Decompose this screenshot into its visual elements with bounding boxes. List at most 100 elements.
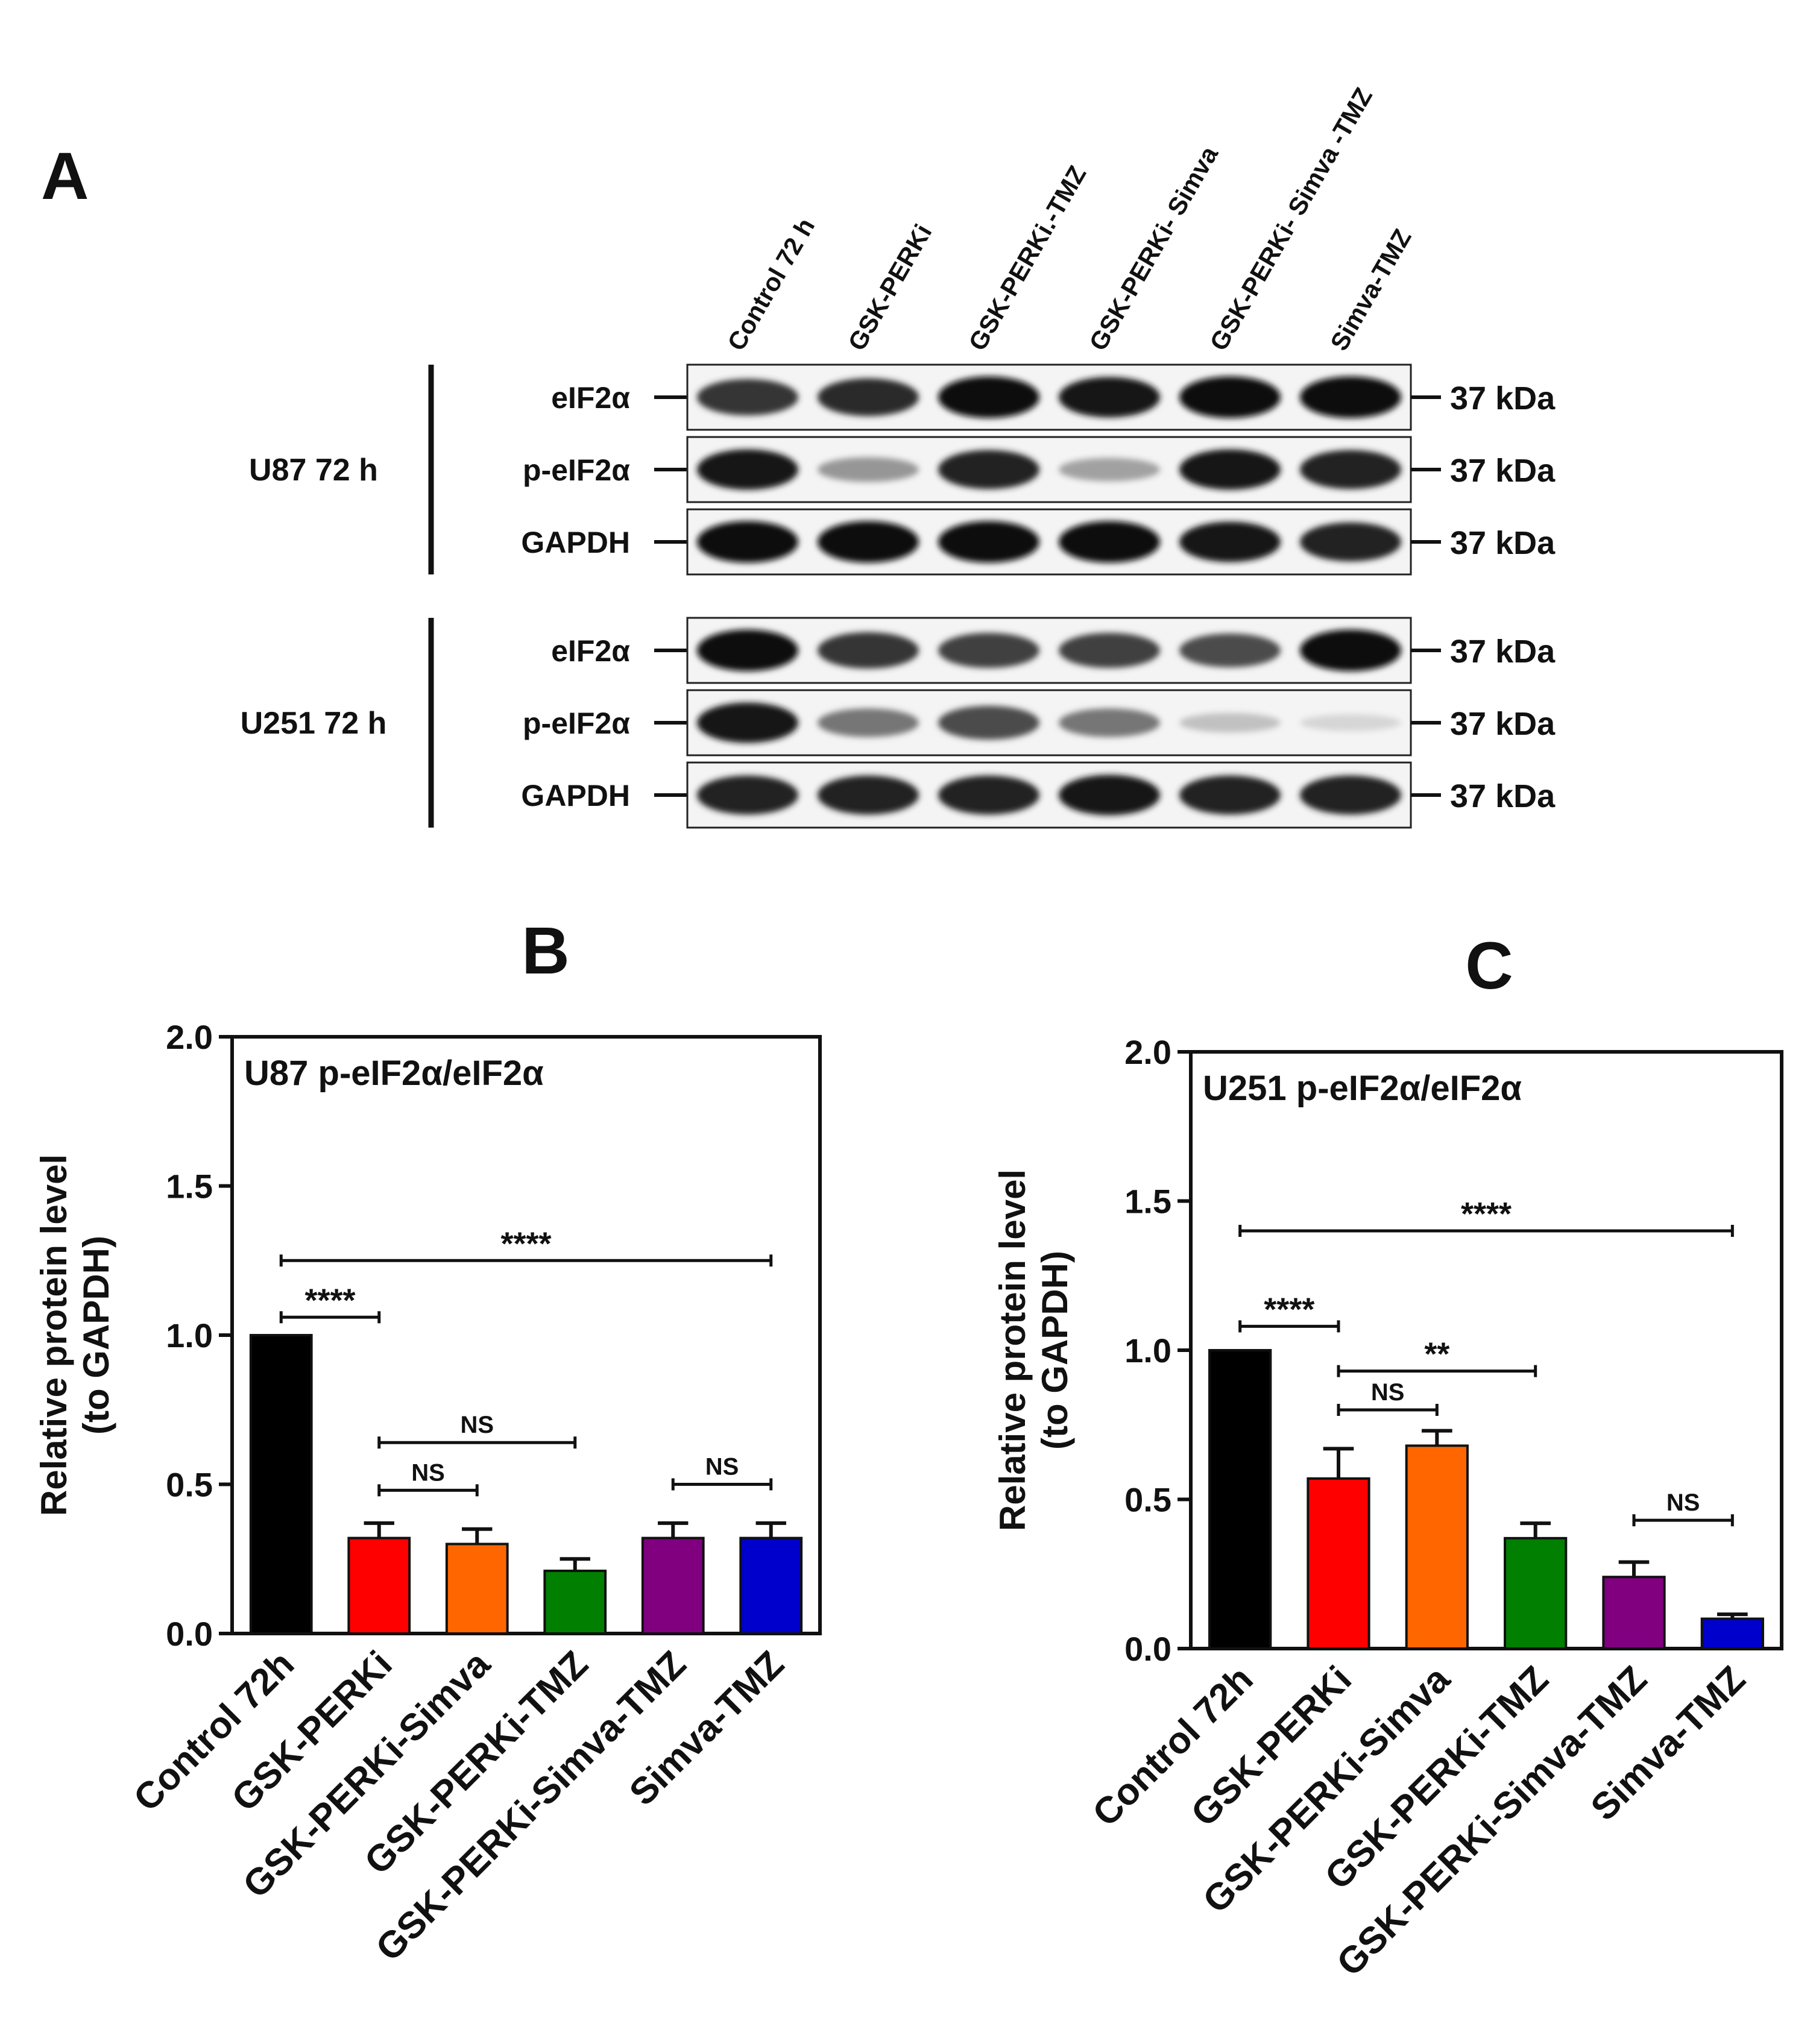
blot-band [1179, 449, 1281, 490]
bar [739, 1536, 803, 1635]
blot-band [1059, 377, 1160, 418]
kda-label: 37 kDa [1450, 453, 1556, 489]
blot-band [938, 632, 1039, 668]
blot-band [1059, 775, 1160, 816]
bar [1405, 1444, 1469, 1650]
blot-band [938, 521, 1039, 563]
bar [347, 1536, 411, 1635]
lane-label: GSK-PERKi [842, 219, 937, 356]
bar [1700, 1617, 1764, 1650]
blot-band [1059, 521, 1160, 563]
y-axis-label: (to GAPDH) [1035, 1251, 1075, 1450]
blot-band [697, 629, 798, 671]
blot-band [938, 450, 1039, 489]
significance-label: NS [460, 1412, 494, 1438]
blot-band [818, 775, 919, 815]
y-tick-label: 1.5 [1124, 1183, 1171, 1221]
blot-band [697, 521, 798, 563]
blot-row: GAPDH 37 kDa [521, 508, 1556, 576]
blot-band [1059, 708, 1160, 737]
plot-frame [1189, 1050, 1783, 1650]
significance-label: **** [1264, 1291, 1314, 1327]
kda-label: 37 kDa [1450, 778, 1556, 814]
protein-label: GAPDH [521, 779, 630, 813]
bar [1307, 1477, 1370, 1650]
y-axis-label: (to GAPDH) [76, 1236, 116, 1435]
blot-group: U87 72 h eIF2α 37 kDa p-eIF2α 37 kDa GAPDH 37 … [249, 363, 1556, 576]
blot-row: eIF2α 37 kDa [551, 363, 1556, 431]
protein-label: eIF2α [551, 381, 630, 415]
y-axis-label: Relative protein level [34, 1154, 74, 1516]
significance-label: NS [705, 1454, 739, 1480]
blot-band [938, 376, 1039, 418]
protein-label: p-eIF2α [523, 453, 630, 487]
blot-band [1300, 775, 1401, 815]
blot-band [1179, 712, 1281, 733]
blot-band [1179, 633, 1281, 668]
chart-title: U251 p-eIF2α/eIF2α [1203, 1069, 1522, 1108]
blot-row: p-eIF2α 37 kDa [523, 436, 1556, 503]
blot-band [818, 632, 919, 669]
blot-band [1059, 632, 1160, 668]
significance-label: **** [1461, 1196, 1512, 1232]
blot-strip [686, 761, 1412, 829]
blot-group: U251 72 h eIF2α 37 kDa p-eIF2α 37 kDa GAPDH 37… [241, 617, 1556, 829]
lane-label: Simva-TMZ [1325, 224, 1417, 356]
y-tick-label: 2.0 [166, 1018, 213, 1056]
significance-label: **** [500, 1225, 551, 1262]
bar [1504, 1536, 1568, 1650]
blot-strip [686, 363, 1412, 431]
lane-label: Control 72 h [722, 213, 820, 356]
blot-strip [686, 617, 1412, 684]
blot-band [1179, 376, 1281, 418]
blot-row: eIF2α 37 kDa [551, 617, 1556, 684]
blot-band [1300, 450, 1401, 489]
blot-band [697, 702, 798, 743]
group-label: U251 72 h [241, 706, 387, 741]
bar [249, 1334, 313, 1635]
blot-row: GAPDH 37 kDa [521, 761, 1556, 829]
y-tick-label: 0.0 [1124, 1630, 1171, 1668]
blot-band [938, 705, 1039, 740]
bar [543, 1570, 607, 1635]
blot-strip [686, 436, 1412, 503]
chart-u87: 0.0 0.5 1.0 1.5 2.0 U87 p-eIF2α/eIF2α Relative… [34, 1018, 822, 1969]
blot-band [818, 708, 919, 737]
kda-label: 37 kDa [1450, 380, 1556, 417]
bar [641, 1536, 705, 1635]
y-tick-label: 1.0 [1124, 1332, 1171, 1369]
protein-label: p-eIF2α [523, 706, 630, 740]
blot-band [1179, 521, 1281, 562]
y-tick-label: 1.5 [166, 1168, 213, 1206]
y-tick-label: 0.5 [1124, 1481, 1171, 1519]
protein-label: eIF2α [551, 634, 630, 668]
blot-lane-labels: Control 72 h GSK-PERKi GSK-PERKi.-TMZGSK-P… [722, 83, 1417, 356]
panel-c-letter: C [1465, 929, 1513, 1003]
blot-band [697, 379, 798, 416]
y-tick-label: 0.0 [166, 1615, 213, 1653]
blot-band [697, 449, 798, 490]
bar [1602, 1576, 1666, 1650]
chart-u251: 0.0 0.5 1.0 1.5 2.0 U251 p-eIF2α/eIF2α Relativ… [992, 1033, 1783, 1984]
plot-frame [230, 1035, 822, 1635]
blot-band [1059, 458, 1160, 482]
blot-row: p-eIF2α 37 kDa [523, 689, 1556, 756]
blot-band [1179, 775, 1281, 815]
significance-label: ** [1424, 1336, 1449, 1373]
kda-label: 37 kDa [1450, 634, 1556, 670]
western-blot: U87 72 h eIF2α 37 kDa p-eIF2α 37 kDa GAPDH 37 … [241, 363, 1556, 829]
y-axis-label: Relative protein level [992, 1169, 1033, 1531]
significance-label: NS [1666, 1489, 1700, 1516]
kda-label: 37 kDa [1450, 706, 1556, 742]
blot-band [1300, 629, 1401, 671]
significance-label: NS [1371, 1379, 1405, 1406]
blot-band [697, 775, 798, 815]
lane-label: GSK-PERKi.-TMZ [963, 161, 1091, 356]
chart-title: U87 p-eIF2α/eIF2α [244, 1054, 544, 1093]
protein-label: GAPDH [521, 526, 630, 559]
blot-band [818, 457, 919, 482]
blot-band [1300, 376, 1401, 418]
significance-label: NS [411, 1459, 445, 1486]
panel-b-letter: B [522, 914, 569, 988]
y-tick-label: 2.0 [1124, 1033, 1171, 1071]
